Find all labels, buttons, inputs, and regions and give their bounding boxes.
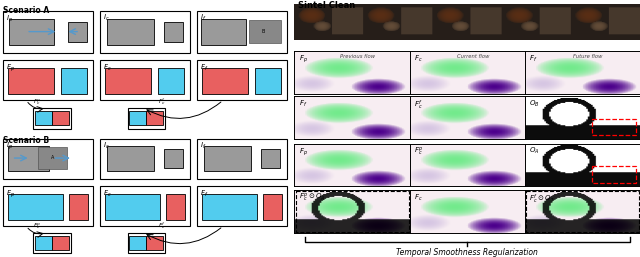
Bar xyxy=(129,236,146,250)
Bar xyxy=(8,68,54,94)
Bar xyxy=(249,20,281,43)
Bar xyxy=(61,68,88,94)
FancyBboxPatch shape xyxy=(3,186,93,226)
Text: $I_c$: $I_c$ xyxy=(103,13,109,23)
Text: $F_f$: $F_f$ xyxy=(299,98,307,109)
FancyBboxPatch shape xyxy=(100,186,190,226)
Bar xyxy=(107,146,154,171)
FancyBboxPatch shape xyxy=(3,139,93,179)
FancyBboxPatch shape xyxy=(100,11,190,53)
Bar xyxy=(52,236,69,250)
Text: $I_p$: $I_p$ xyxy=(6,141,13,152)
Text: $F_c^f$: $F_c^f$ xyxy=(158,96,166,107)
Text: $F_p$: $F_p$ xyxy=(299,53,308,65)
Text: Sintel Clean: Sintel Clean xyxy=(298,1,355,10)
FancyBboxPatch shape xyxy=(3,60,93,100)
FancyBboxPatch shape xyxy=(197,139,287,179)
FancyBboxPatch shape xyxy=(33,233,71,253)
Bar xyxy=(164,22,183,42)
Bar xyxy=(593,119,636,135)
Bar xyxy=(107,19,154,45)
Text: $I_p$: $I_p$ xyxy=(6,13,13,25)
Bar xyxy=(8,146,49,171)
FancyBboxPatch shape xyxy=(197,186,287,226)
FancyBboxPatch shape xyxy=(197,60,287,100)
Text: $F_c^p$: $F_c^p$ xyxy=(414,146,424,158)
Bar xyxy=(202,68,248,94)
Text: Previous flow: Previous flow xyxy=(340,53,375,59)
Text: $F_c^p$: $F_c^p$ xyxy=(33,222,42,231)
Bar xyxy=(35,111,52,125)
Text: $F_c^f$: $F_c^f$ xyxy=(158,221,166,231)
Text: $F_f$: $F_f$ xyxy=(529,53,538,64)
FancyBboxPatch shape xyxy=(127,108,165,128)
Text: $F_c$: $F_c$ xyxy=(414,53,423,64)
Bar xyxy=(158,68,184,94)
Text: $F_c$: $F_c$ xyxy=(414,192,423,203)
Text: $F_p$: $F_p$ xyxy=(299,146,308,158)
Bar xyxy=(202,194,257,220)
Bar xyxy=(166,194,185,220)
Text: $O_B$: $O_B$ xyxy=(529,98,540,109)
Bar xyxy=(261,149,280,168)
Bar xyxy=(105,194,161,220)
Bar xyxy=(147,236,163,250)
FancyBboxPatch shape xyxy=(3,11,93,53)
Text: $F_c$: $F_c$ xyxy=(103,188,111,199)
Bar xyxy=(201,19,246,45)
FancyBboxPatch shape xyxy=(100,139,190,179)
Text: $I_f$: $I_f$ xyxy=(200,141,206,151)
Text: $F_c^f \odot O_?$: $F_c^f \odot O_?$ xyxy=(529,192,555,206)
Text: $I_f$: $I_f$ xyxy=(200,13,206,23)
Bar xyxy=(263,194,282,220)
Bar xyxy=(204,146,251,171)
Text: $F_f$: $F_f$ xyxy=(200,62,208,73)
Text: $I_c$: $I_c$ xyxy=(103,141,109,151)
Bar xyxy=(105,68,151,94)
Bar xyxy=(8,194,63,220)
FancyBboxPatch shape xyxy=(127,233,165,253)
Bar xyxy=(69,194,88,220)
Bar xyxy=(38,147,67,169)
Text: $O_A$: $O_A$ xyxy=(529,146,540,156)
Bar xyxy=(68,22,88,42)
Text: $F_c^f$: $F_c^f$ xyxy=(414,98,423,112)
Text: Current flow: Current flow xyxy=(457,53,489,59)
Bar xyxy=(9,19,54,45)
Text: Future flow: Future flow xyxy=(573,53,603,59)
Bar xyxy=(255,68,282,94)
Text: Temporal Smoothness Regularization: Temporal Smoothness Regularization xyxy=(396,249,538,257)
FancyBboxPatch shape xyxy=(100,60,190,100)
Text: $F_c$: $F_c$ xyxy=(103,62,111,73)
Text: Scenario A: Scenario A xyxy=(3,6,49,15)
Text: $F_c^p$: $F_c^p$ xyxy=(33,97,42,107)
Bar xyxy=(52,111,69,125)
FancyBboxPatch shape xyxy=(197,11,287,53)
Text: Scenario B: Scenario B xyxy=(3,136,49,145)
Text: $F_f$: $F_f$ xyxy=(200,188,208,199)
Bar xyxy=(129,111,146,125)
Text: A: A xyxy=(51,155,54,160)
Text: $F_c^p \odot O_A$: $F_c^p \odot O_A$ xyxy=(299,192,326,204)
FancyBboxPatch shape xyxy=(33,108,71,128)
Bar xyxy=(35,236,52,250)
Text: $F_p$: $F_p$ xyxy=(6,188,15,200)
Bar xyxy=(147,111,163,125)
Text: $F_p$: $F_p$ xyxy=(6,62,15,74)
Text: B: B xyxy=(262,29,265,34)
Bar xyxy=(164,149,183,168)
Bar xyxy=(593,167,636,182)
